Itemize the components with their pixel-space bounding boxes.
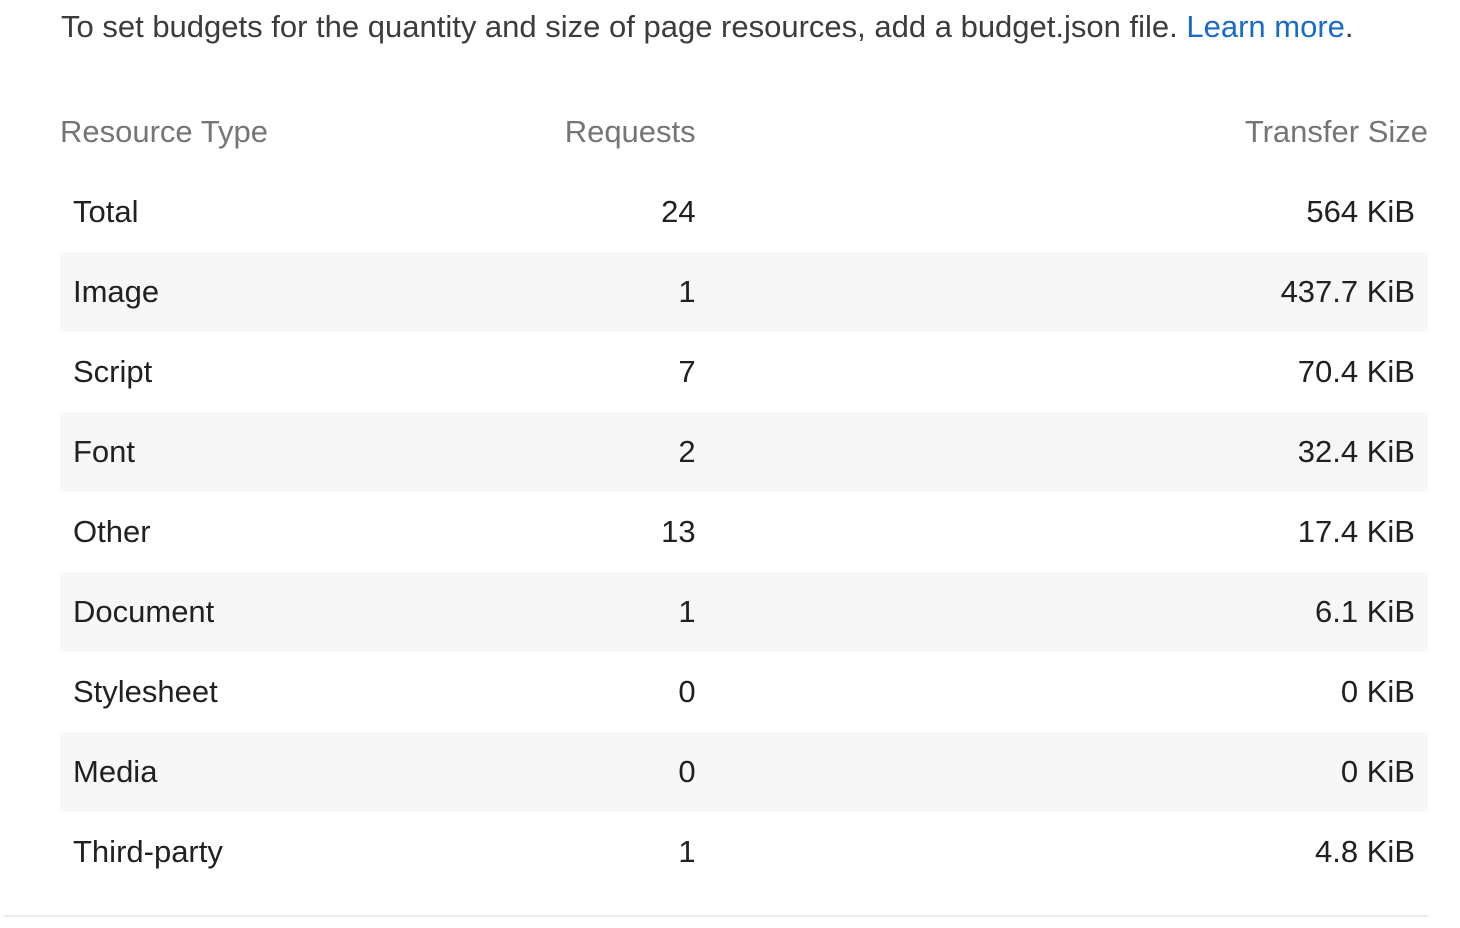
table-row: Other 13 17.4 KiB xyxy=(60,492,1428,572)
transfer-size-cell: 70.4 KiB xyxy=(1297,354,1415,389)
resource-type-cell: Media xyxy=(60,732,344,812)
header-transfer-size: Transfer Size xyxy=(1244,114,1428,149)
resource-type-cell: Third-party xyxy=(73,834,223,869)
transfer-size-cell: 4.8 KiB xyxy=(1315,834,1415,869)
transfer-size-cell: 437.7 KiB xyxy=(1178,252,1428,332)
transfer-size-cell: 17.4 KiB xyxy=(1297,514,1415,549)
resource-type-cell: Script xyxy=(73,354,153,389)
requests-cell: 7 xyxy=(678,354,696,389)
requests-cell: 24 xyxy=(661,194,696,229)
table-row: Stylesheet 0 0 KiB xyxy=(60,652,1428,732)
transfer-size-cell: 0 KiB xyxy=(1340,674,1415,709)
table-row: Total 24 564 KiB xyxy=(60,172,1428,252)
learn-more-link[interactable]: Learn more xyxy=(1186,9,1345,44)
requests-cell: 2 xyxy=(343,412,1179,492)
transfer-size-cell: 0 KiB xyxy=(1178,732,1428,812)
resource-type-cell: Other xyxy=(73,514,151,549)
resource-summary-table: Resource Type Requests Transfer Size Tot… xyxy=(60,92,1428,892)
resource-type-cell: Stylesheet xyxy=(73,674,218,709)
resource-type-cell: Image xyxy=(60,252,344,332)
transfer-size-cell: 6.1 KiB xyxy=(1178,572,1428,652)
budget-intro: To set budgets for the quantity and size… xyxy=(61,9,1354,44)
table-row: Script 7 70.4 KiB xyxy=(60,332,1428,412)
header-resource-type: Resource Type xyxy=(60,114,268,149)
budget-intro-text: To set budgets for the quantity and size… xyxy=(61,9,1178,44)
resource-type-cell: Document xyxy=(60,572,344,652)
table-header-row: Resource Type Requests Transfer Size xyxy=(60,92,1428,172)
requests-cell: 1 xyxy=(678,834,696,869)
header-requests: Requests xyxy=(564,114,696,149)
requests-cell: 1 xyxy=(343,252,1179,332)
table-row: Media 0 0 KiB xyxy=(60,732,1428,812)
resource-type-cell: Font xyxy=(60,412,344,492)
requests-cell: 1 xyxy=(343,572,1179,652)
table-row: Third-party 1 4.8 KiB xyxy=(60,812,1428,892)
resource-type-cell: Total xyxy=(73,194,139,229)
requests-cell: 13 xyxy=(661,514,696,549)
transfer-size-cell: 564 KiB xyxy=(1306,194,1415,229)
table-row: Image 1 437.7 KiB xyxy=(60,252,1428,332)
table-row: Font 2 32.4 KiB xyxy=(60,412,1428,492)
requests-cell: 0 xyxy=(678,674,696,709)
table-row: Document 1 6.1 KiB xyxy=(60,572,1428,652)
section-divider xyxy=(4,915,1428,917)
requests-cell: 0 xyxy=(343,732,1179,812)
transfer-size-cell: 32.4 KiB xyxy=(1178,412,1428,492)
